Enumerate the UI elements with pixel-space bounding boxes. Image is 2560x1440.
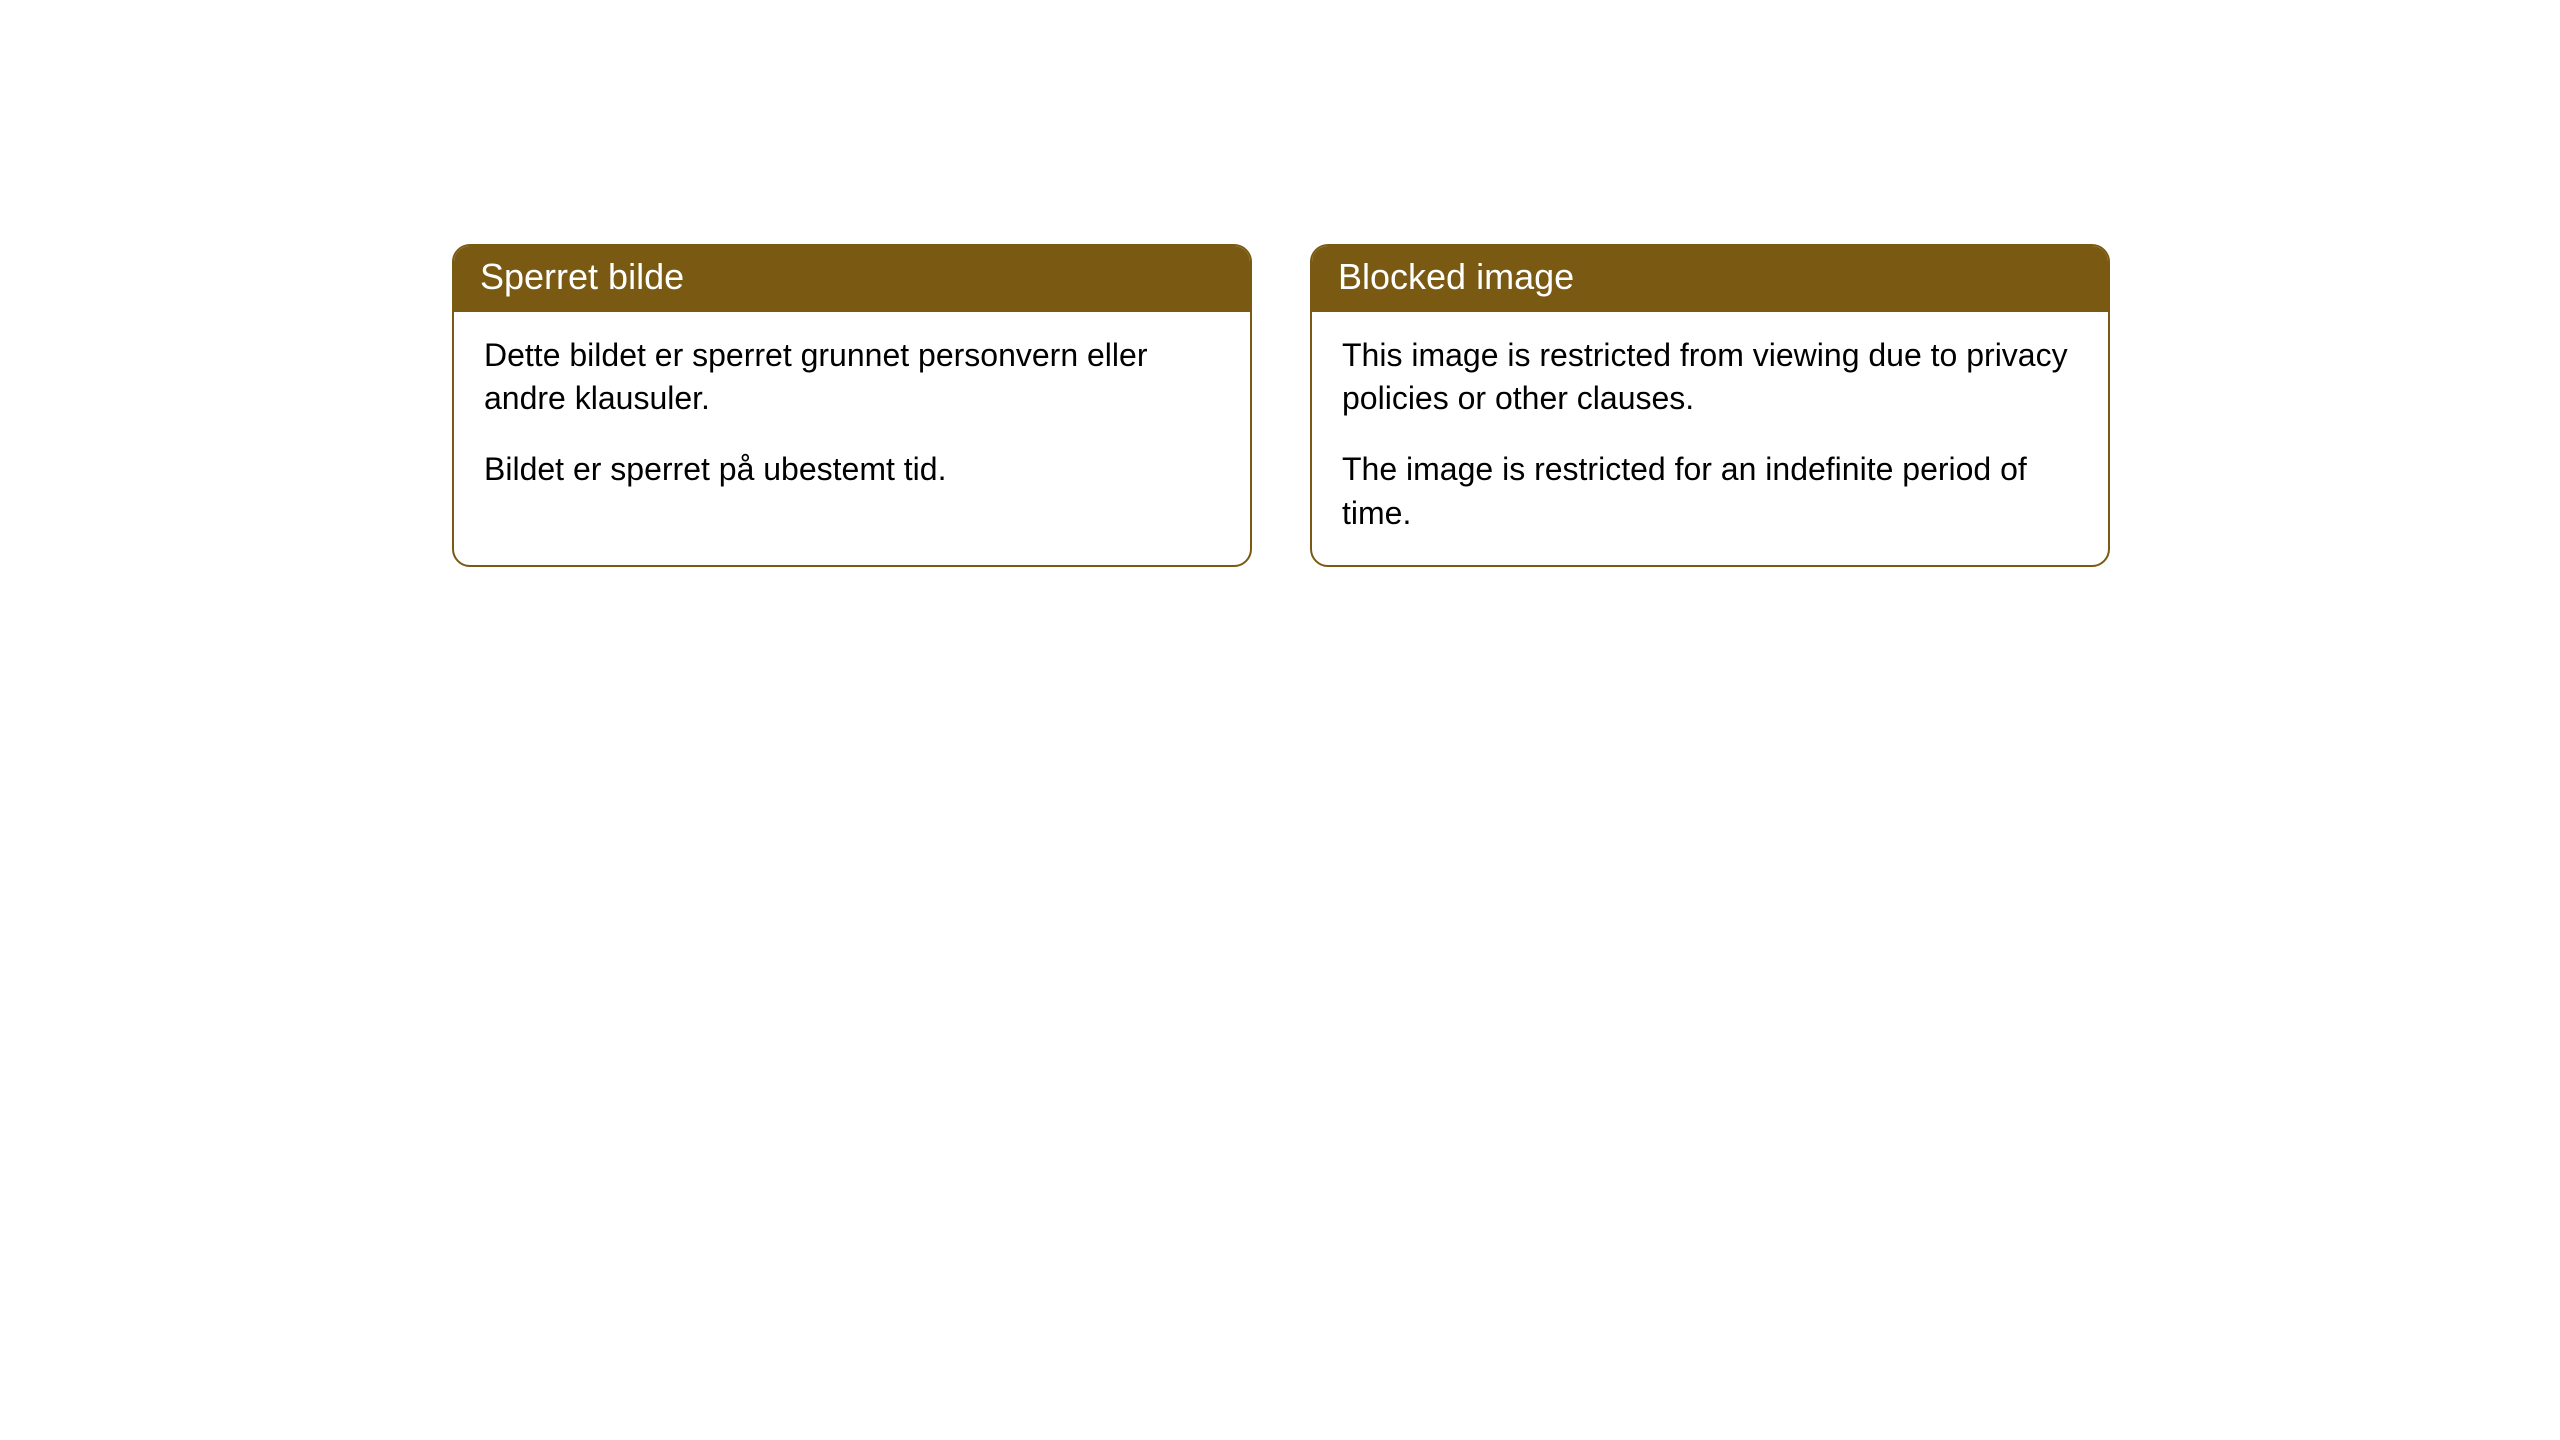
- notice-card-english: Blocked image This image is restricted f…: [1310, 244, 2110, 567]
- card-paragraph: Dette bildet er sperret grunnet personve…: [484, 334, 1220, 420]
- card-body: Dette bildet er sperret grunnet personve…: [454, 312, 1250, 522]
- notice-card-norwegian: Sperret bilde Dette bildet er sperret gr…: [452, 244, 1252, 567]
- card-body: This image is restricted from viewing du…: [1312, 312, 2108, 565]
- card-paragraph: This image is restricted from viewing du…: [1342, 334, 2078, 420]
- notice-cards-container: Sperret bilde Dette bildet er sperret gr…: [452, 244, 2110, 567]
- card-header: Sperret bilde: [454, 246, 1250, 312]
- card-paragraph: Bildet er sperret på ubestemt tid.: [484, 448, 1220, 491]
- card-paragraph: The image is restricted for an indefinit…: [1342, 448, 2078, 534]
- card-header: Blocked image: [1312, 246, 2108, 312]
